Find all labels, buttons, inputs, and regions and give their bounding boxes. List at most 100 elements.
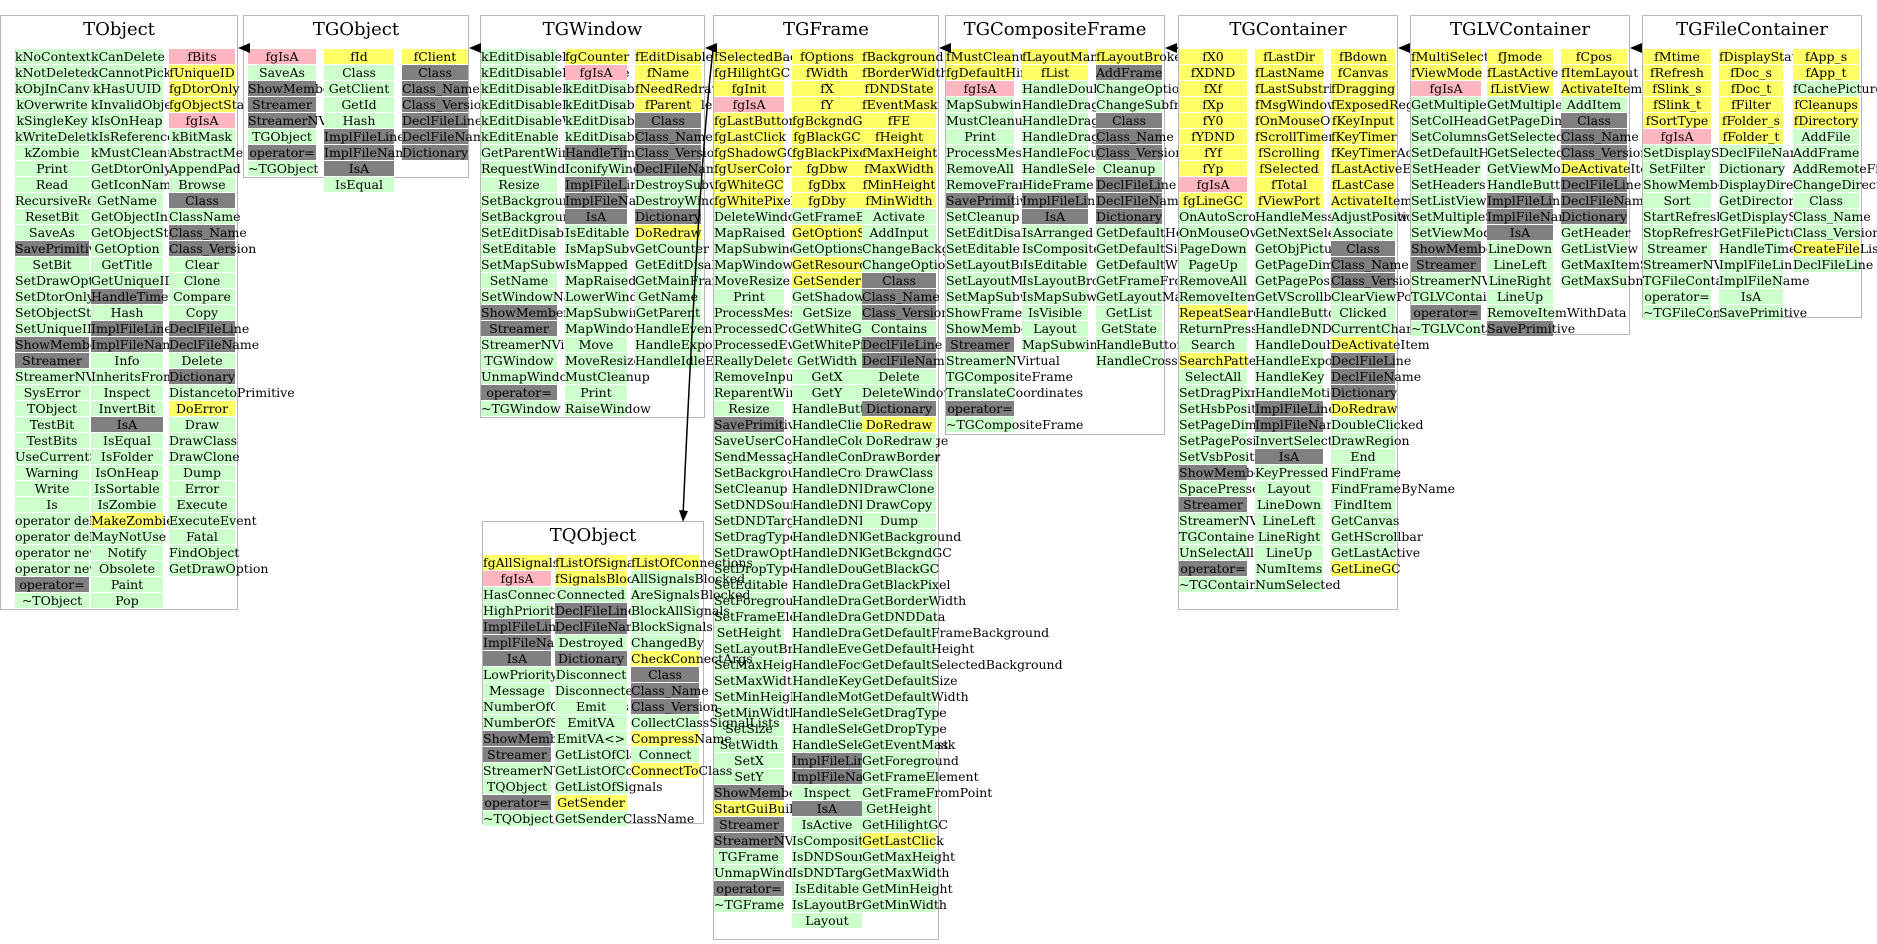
- member-resize: Resize: [714, 401, 784, 416]
- member-isa: IsA: [91, 417, 163, 432]
- member-notify: Notify: [91, 545, 163, 560]
- member-tqobject: ~TQObject: [483, 811, 554, 826]
- member-changedirectory: ChangeDirectory: [1793, 177, 1877, 192]
- member-declfileline: DeclFileLine: [555, 603, 636, 618]
- member-drawclone: DrawClone: [169, 449, 240, 464]
- inheritance-arrowhead-tgframe: [705, 43, 717, 53]
- member-repeatsearch: RepeatSearch: [1179, 305, 1269, 320]
- member-moveresize: MoveResize: [565, 353, 641, 368]
- member-fgisa: fgIsA: [1411, 81, 1481, 96]
- member-fdoc-t: fDoc_t: [1719, 81, 1783, 96]
- member-disconnect: Disconnect: [555, 667, 627, 682]
- member-class-name: Class_Name: [402, 81, 480, 96]
- member-executeevent: ExecuteEvent: [169, 513, 257, 528]
- member-copy: Copy: [169, 305, 235, 320]
- member-read: Read: [15, 177, 89, 192]
- member-fdndstate: fDNDState: [862, 81, 936, 96]
- member-isvisible: IsVisible: [1022, 305, 1088, 320]
- member-fmultiselect: fMultiSelect: [1411, 49, 1489, 64]
- member-declfileline: DeclFileLine: [862, 337, 943, 352]
- member-khasuuid: kHasUUID: [91, 81, 163, 96]
- member-operator: operator=: [15, 577, 89, 592]
- member-streamer: Streamer: [483, 747, 551, 762]
- member-getminheight: GetMinHeight: [862, 881, 953, 896]
- member-column: fListOfSignals fSignalsBlocked Connected De…: [555, 555, 696, 826]
- member-doerror: DoError: [169, 401, 235, 416]
- member-class-name: Class_Name: [1331, 257, 1409, 272]
- member-setdroptype: SetDropType: [714, 561, 798, 576]
- member-class-version: Class_Version: [1096, 145, 1184, 160]
- member-deletewindow: DeleteWindow: [862, 385, 955, 400]
- member-fglastclick: fgLastClick: [714, 129, 786, 144]
- member-lineright: LineRight: [1255, 529, 1323, 544]
- member-unselectall: UnSelectAll: [1179, 545, 1254, 560]
- member-getobjectstat: GetObjectStat: [91, 225, 182, 240]
- member-finditem: FindItem: [1331, 497, 1395, 512]
- member-declfileline: DeclFileLine: [402, 113, 483, 128]
- member-drawclass: DrawClass: [169, 433, 237, 448]
- member-implfileline: ImplFileLine: [324, 129, 405, 144]
- member-connected: Connected: [555, 587, 627, 602]
- member-kcannotpick: kCannotPick: [91, 65, 172, 80]
- member-fgwhitegc: fgWhiteGC: [714, 177, 784, 192]
- member-fmaxheight: fMaxHeight: [862, 145, 938, 160]
- member-getlastclick: GetLastClick: [862, 833, 944, 848]
- member-implfileline: ImplFileLine: [483, 619, 564, 634]
- member-makezombie: MakeZombie: [91, 513, 174, 528]
- member-fdirectory: fDirectory: [1793, 113, 1859, 128]
- member-fgdtoronly: fgDtorOnly: [169, 81, 240, 96]
- member-mapwindow: MapWindow: [714, 257, 794, 272]
- member-fgisa: fgIsA: [946, 81, 1014, 96]
- member-setcleanup: SetCleanup: [946, 209, 1020, 224]
- member-getdirectory: GetDirectory: [1719, 193, 1802, 208]
- member-kmustcleanup: kMustCleanup: [91, 145, 184, 160]
- inheritance-arrowhead-tgcontainer: [1165, 43, 1177, 53]
- member-declfileline: DeclFileLine: [1331, 353, 1412, 368]
- member-disconnected: Disconnected: [555, 683, 641, 698]
- member-setminheight: SetMinHeight: [714, 689, 804, 704]
- member-numselected: NumSelected: [1255, 577, 1341, 592]
- member-getvscrollbar: GetVScrollbar: [1255, 289, 1345, 304]
- member-frefresh: fRefresh: [1643, 65, 1711, 80]
- member-fgwhitepixel: fgWhitePixel: [714, 193, 795, 208]
- member-connect: Connect: [631, 747, 699, 762]
- member-getparent: GetParent: [635, 305, 701, 320]
- member-mapraised: MapRaised: [565, 273, 637, 288]
- member-implfileline: ImplFileLine: [565, 177, 646, 192]
- member-fkeyinput: fKeyInput: [1331, 113, 1395, 128]
- member-hideframe: HideFrame: [1022, 177, 1094, 192]
- member-findframe: FindFrame: [1331, 465, 1402, 480]
- member-error: Error: [169, 481, 235, 496]
- member-setfilter: SetFilter: [1643, 161, 1711, 176]
- member-setlistview: SetListView: [1411, 193, 1487, 208]
- member-lineup: LineUp: [1487, 289, 1553, 304]
- member-sety: SetY: [714, 769, 784, 784]
- member-implfilename: ImplFileName: [324, 145, 415, 160]
- member-streamer: Streamer: [15, 353, 89, 368]
- member-gety: GetY: [792, 385, 862, 400]
- member-execute: Execute: [169, 497, 235, 512]
- member-implfileline: ImplFileLine: [91, 321, 172, 336]
- member-kbitmask: kBitMask: [169, 129, 235, 144]
- member-appendpad: AppendPad: [169, 161, 241, 176]
- member-feventmask: fEventMask: [862, 97, 938, 112]
- member-flistview: fListView: [1487, 81, 1553, 96]
- member-class: Class: [631, 667, 699, 682]
- class-box-tgwindow: TGWindow kEditDisableHeight kEditDisableKe…: [480, 15, 764, 418]
- class-box-tgcompositeframe: TGCompositeFrame fMustCleanup fgDefaultHin…: [945, 15, 1290, 435]
- member-streamer: Streamer: [1179, 497, 1247, 512]
- member-ffilter: fFilter: [1719, 97, 1783, 112]
- member-fgdbw: fgDbw: [792, 161, 862, 176]
- member-class: Class: [402, 65, 468, 80]
- member-dictionary: Dictionary: [169, 369, 236, 384]
- member-keditenable: kEditEnable: [481, 129, 559, 144]
- member-doredraw: DoRedraw: [1331, 401, 1398, 416]
- member-implfileline: ImplFileLine: [1255, 401, 1336, 416]
- member-getblackpixel: GetBlackPixel: [862, 577, 951, 592]
- member-inspect: Inspect: [91, 385, 163, 400]
- member-isa: IsA: [483, 651, 551, 666]
- member-getcounter: GetCounter: [635, 241, 709, 256]
- member-obsolete: Obsolete: [91, 561, 163, 576]
- member-fitemlayout: fItemLayout: [1561, 65, 1639, 80]
- member-getstate: GetState: [1096, 321, 1162, 336]
